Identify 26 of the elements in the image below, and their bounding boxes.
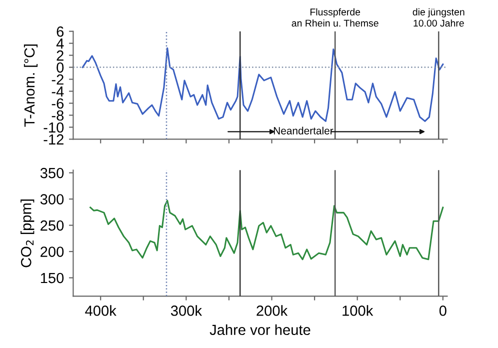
y-tick-label: 6	[56, 26, 64, 37]
annotation: Neandertaler	[274, 126, 334, 134]
y-tick-label: 200	[40, 246, 64, 257]
x-axis-title: Jahre vor heute	[210, 324, 310, 336]
y-tick-label: -12	[44, 134, 64, 144]
x-tick-label: 0	[439, 306, 446, 316]
y-tick-label: 350	[40, 168, 64, 178]
y-tick-label: 4	[56, 38, 64, 49]
y-tick-label: 300	[40, 194, 64, 204]
y-tick-label: -2	[52, 74, 64, 85]
ref-line-label: Flusspferde an Rhein u. Themse	[292, 8, 378, 27]
y-tick-label: 150	[40, 272, 64, 284]
ref-line-label: die jüngsten 10.00 Jahre	[412, 8, 464, 27]
y-axis-title: CO$_{2}$ [ppm]	[20, 200, 34, 268]
x-tick-label: 100k	[342, 305, 374, 316]
y-axis-title: T-Anom. [°C]	[24, 44, 38, 127]
y-tick-label: -6	[52, 98, 64, 109]
y-tick-label: 2	[56, 50, 64, 61]
y-tick-label: 0	[56, 62, 64, 73]
x-tick-label: 200k	[256, 305, 288, 316]
y-tick-label: -4	[52, 86, 64, 97]
x-tick-label: 300k	[170, 305, 202, 316]
x-tick-label: 400k	[85, 305, 116, 316]
y-tick-label: 250	[40, 220, 64, 231]
y-tick-label: -10	[44, 122, 64, 133]
y-tick-label: -8	[52, 110, 64, 121]
